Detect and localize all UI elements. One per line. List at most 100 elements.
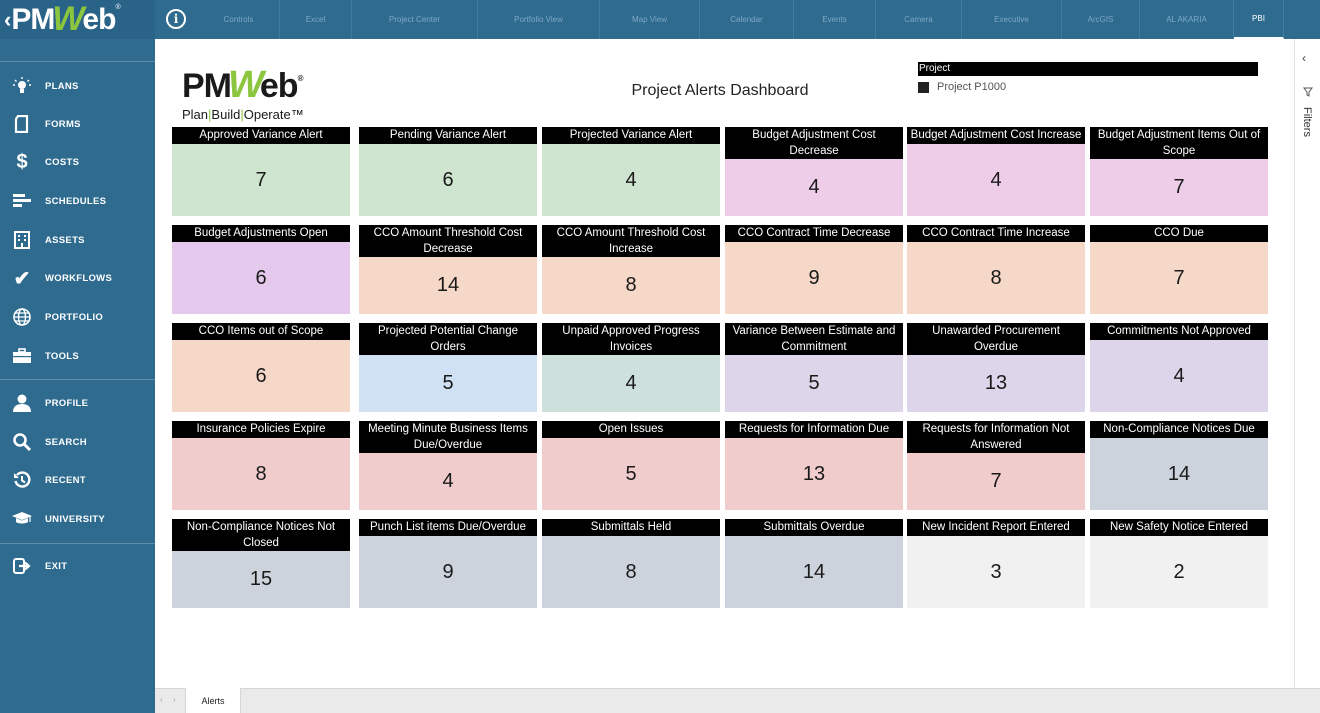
alert-card[interactable]: CCO Contract Time Decrease 9 — [725, 225, 903, 314]
alert-card[interactable]: Pending Variance Alert 6 — [359, 127, 537, 216]
alert-card-title: CCO Amount Threshold Cost Decrease — [359, 225, 537, 257]
history-icon — [12, 470, 32, 490]
top-tab-pbi[interactable]: PBI — [1234, 0, 1284, 39]
alert-card[interactable]: CCO Amount Threshold Cost Decrease 14 — [359, 225, 537, 314]
alert-card[interactable]: New Safety Notice Entered 2 — [1090, 519, 1268, 608]
page-tabs-bar: ‹ › Alerts — [155, 688, 1320, 713]
alert-card[interactable]: Budget Adjustment Cost Decrease 4 — [725, 127, 903, 216]
filter-funnel-icon[interactable] — [1303, 87, 1313, 97]
top-tab-camera[interactable]: Camera — [876, 0, 962, 39]
alert-card-value: 6 — [172, 340, 350, 412]
next-page-icon[interactable]: › — [173, 695, 176, 704]
top-tab-map-view[interactable]: Map View — [600, 0, 700, 39]
alert-card[interactable]: Projected Variance Alert 4 — [542, 127, 720, 216]
filters-label[interactable]: Filters — [1301, 107, 1313, 137]
sidebar-item-recent[interactable]: RECENT — [0, 461, 155, 499]
alert-card[interactable]: Requests for Information Due 13 — [725, 421, 903, 510]
sidebar-item-label: PROFILE — [45, 397, 89, 409]
top-tab-calendar[interactable]: Calendar — [700, 0, 794, 39]
alert-card-value: 5 — [725, 355, 903, 412]
top-tab-events[interactable]: Events — [794, 0, 876, 39]
top-tab-project-center[interactable]: Project Center — [352, 0, 478, 39]
alert-card[interactable]: Commitments Not Approved 4 — [1090, 323, 1268, 412]
alert-card-title: Unawarded Procurement Overdue — [907, 323, 1085, 355]
alert-card[interactable]: CCO Items out of Scope 6 — [172, 323, 350, 412]
alert-card-title: Open Issues — [542, 421, 720, 438]
slicer-checkbox[interactable] — [918, 81, 929, 93]
top-tab-excel[interactable]: Excel — [280, 0, 352, 39]
alert-card-title: CCO Items out of Scope — [172, 323, 350, 340]
slicer-option[interactable]: Project P1000 — [918, 81, 1258, 93]
alert-card[interactable]: Projected Potential Change Orders 5 — [359, 323, 537, 412]
sidebar-item-plans[interactable]: PLANS — [0, 67, 155, 105]
alert-card-title: Budget Adjustments Open — [172, 225, 350, 242]
top-tab-executive[interactable]: Executive — [962, 0, 1062, 39]
alert-card[interactable]: Submittals Overdue 14 — [725, 519, 903, 608]
sidebar-item-search[interactable]: SEARCH — [0, 423, 155, 461]
alert-card-title: New Safety Notice Entered — [1090, 519, 1268, 536]
page-tab-alerts[interactable]: Alerts — [185, 688, 241, 713]
info-icon[interactable]: i — [166, 9, 186, 29]
alert-card[interactable]: Unpaid Approved Progress Invoices 4 — [542, 323, 720, 412]
alert-card[interactable]: CCO Due 7 — [1090, 225, 1268, 314]
alert-card[interactable]: Meeting Minute Business Items Due/Overdu… — [359, 421, 537, 510]
sidebar-item-label: COSTS — [45, 156, 80, 168]
alert-card[interactable]: New Incident Report Entered 3 — [907, 519, 1085, 608]
alert-card-title: Projected Potential Change Orders — [359, 323, 537, 355]
sidebar-item-university[interactable]: UNIVERSITY — [0, 500, 155, 538]
logo-registered: ® — [115, 4, 121, 11]
sidebar-item-costs[interactable]: $ COSTS — [0, 143, 155, 181]
alert-card-title: Budget Adjustment Cost Increase — [907, 127, 1085, 144]
alert-card[interactable]: CCO Contract Time Increase 8 — [907, 225, 1085, 314]
back-chevron-icon[interactable]: ‹ — [4, 6, 12, 32]
alert-card[interactable]: CCO Amount Threshold Cost Increase 8 — [542, 225, 720, 314]
alert-card[interactable]: Insurance Policies Expire 8 — [172, 421, 350, 510]
alert-card[interactable]: Budget Adjustments Open 6 — [172, 225, 350, 314]
alert-card[interactable]: Punch List items Due/Overdue 9 — [359, 519, 537, 608]
alert-card-title: CCO Amount Threshold Cost Increase — [542, 225, 720, 257]
report-logo-registered: ® — [297, 74, 304, 83]
sidebar-item-tools[interactable]: TOOLS — [0, 337, 155, 375]
alert-card-value: 8 — [172, 438, 350, 510]
dollar-icon: $ — [16, 150, 28, 173]
prev-page-icon[interactable]: ‹ — [160, 695, 163, 704]
alert-card[interactable]: Non-Compliance Notices Due 14 — [1090, 421, 1268, 510]
sidebar-item-label: UNIVERSITY — [45, 513, 106, 525]
alert-card[interactable]: Unawarded Procurement Overdue 13 — [907, 323, 1085, 412]
alert-card[interactable]: Non-Compliance Notices Not Closed 15 — [172, 519, 350, 608]
alert-card-value: 2 — [1090, 536, 1268, 608]
alert-card[interactable]: Budget Adjustment Cost Increase 4 — [907, 127, 1085, 216]
toolbox-icon — [12, 346, 32, 366]
alert-card-title: CCO Due — [1090, 225, 1268, 242]
sidebar-item-assets[interactable]: ASSETS — [0, 221, 155, 259]
alert-card[interactable]: Open Issues 5 — [542, 421, 720, 510]
collapse-chevron-icon[interactable]: ‹ — [1302, 51, 1306, 65]
sidebar-item-profile[interactable]: PROFILE — [0, 384, 155, 422]
alert-card[interactable]: Budget Adjustment Items Out of Scope 7 — [1090, 127, 1268, 216]
alert-card[interactable]: Approved Variance Alert 7 — [172, 127, 350, 216]
report-logo-pm: PM — [182, 67, 232, 105]
report-logo-eb: eb — [259, 67, 299, 105]
report-logo-tagline: Plan|Build|Operate™ — [182, 107, 304, 122]
sidebar-item-portfolio[interactable]: PORTFOLIO — [0, 298, 155, 336]
alert-card[interactable]: Submittals Held 8 — [542, 519, 720, 608]
sidebar-item-label: RECENT — [45, 474, 86, 486]
sidebar-item-label: SCHEDULES — [45, 195, 107, 207]
top-tab-controls[interactable]: Controls — [198, 0, 280, 39]
sidebar-item-exit[interactable]: EXIT — [0, 547, 155, 585]
alert-card[interactable]: Requests for Information Not Answered 7 — [907, 421, 1085, 510]
top-tab-al-akaria[interactable]: AL AKARIA — [1140, 0, 1234, 39]
sidebar-item-forms[interactable]: FORMS — [0, 105, 155, 143]
top-tab-arcgis[interactable]: ArcGIS — [1062, 0, 1140, 39]
sidebar-item-workflows[interactable]: ✔ WORKFLOWS — [0, 259, 155, 297]
alert-card-title: CCO Contract Time Increase — [907, 225, 1085, 242]
sidebar-item-label: WORKFLOWS — [45, 272, 113, 284]
alert-card[interactable]: Variance Between Estimate and Commitment… — [725, 323, 903, 412]
alert-card-value: 14 — [725, 536, 903, 608]
logo-w: W — [52, 0, 85, 38]
sidebar-item-label: EXIT — [45, 560, 68, 572]
top-tab-portfolio-view[interactable]: Portfolio View — [478, 0, 600, 39]
alert-card-value: 15 — [172, 551, 350, 608]
sidebar-item-schedules[interactable]: SCHEDULES — [0, 182, 155, 220]
